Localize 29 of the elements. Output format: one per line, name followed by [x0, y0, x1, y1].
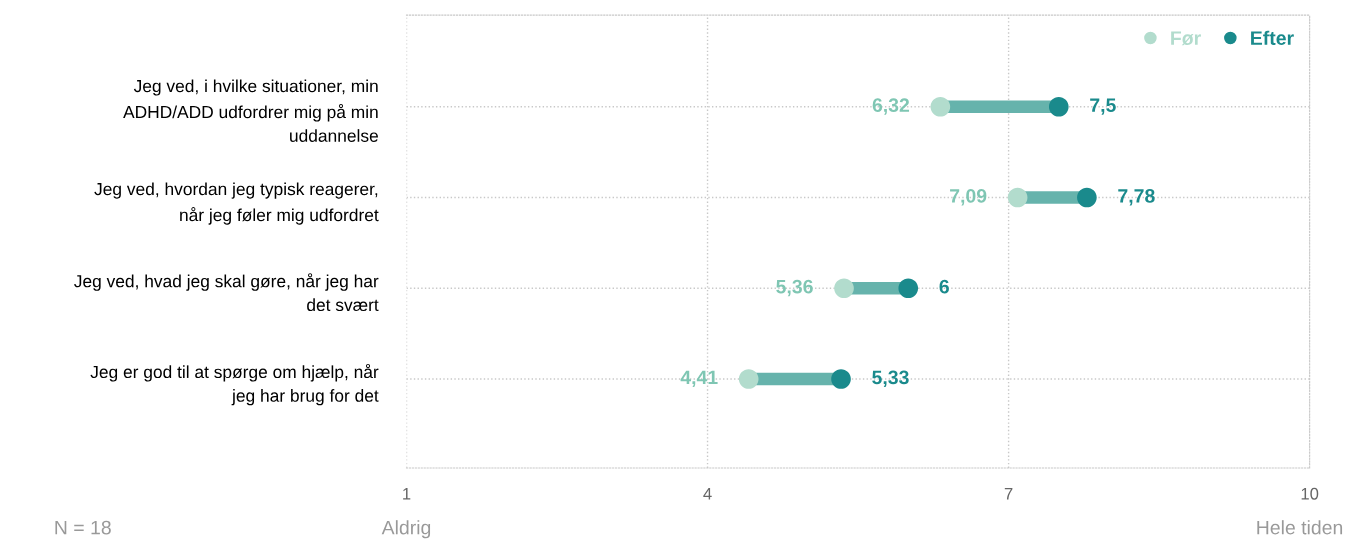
- legend-label: Efter: [1251, 30, 1294, 45]
- point: [834, 278, 854, 299]
- point: [831, 369, 851, 389]
- legend-label: Før: [1171, 31, 1201, 46]
- x-tick-label: 10: [1301, 487, 1319, 500]
- x-tick-label: 1: [403, 488, 411, 500]
- y-tick-label: Jeg ved, hvordan jeg typisk reagerer, når jeg føler mig udfordret: [94, 182, 379, 225]
- data-label: 5,33: [872, 370, 909, 388]
- y-tick-label: Jeg er god til at spørge om hjælp, når jeg har brug for det: [90, 363, 379, 406]
- data-label: 5,36: [776, 279, 813, 297]
- data-label: 4,41: [680, 370, 718, 388]
- x-tick-label: 4: [703, 488, 712, 500]
- data-label: 7,09: [950, 189, 987, 206]
- data-label: 6: [939, 279, 949, 294]
- data-label: 6,32: [872, 98, 910, 115]
- data-label: 7,78: [1118, 189, 1155, 206]
- point: [1048, 96, 1069, 117]
- point: [930, 96, 951, 117]
- y-tick-label: Jeg ved, i hvilke situationer, min ADHD/ADD udfordrer mig på min uddannelse: [123, 79, 378, 142]
- point: [1077, 187, 1097, 208]
- text: Aldrig: [381, 520, 431, 539]
- x-tick-label: 7: [1004, 488, 1013, 500]
- point: [898, 278, 919, 299]
- data-label: 7,5: [1090, 98, 1116, 115]
- text: N = 18: [55, 520, 111, 535]
- y-tick-label: Jeg ved, hvad jeg skal gøre, når jeg har det svært: [74, 273, 379, 312]
- text: Hele tiden: [1257, 520, 1343, 535]
- point: [738, 369, 759, 389]
- point: [1007, 187, 1028, 208]
